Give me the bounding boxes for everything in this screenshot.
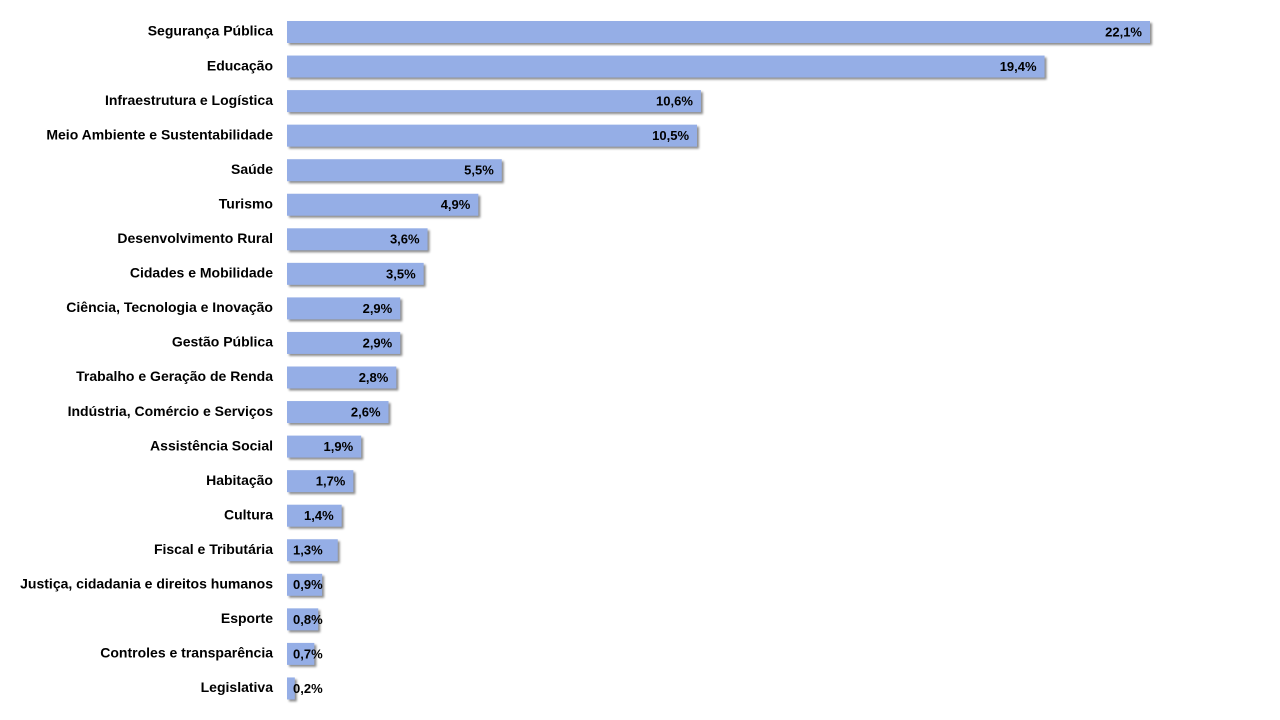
bar bbox=[287, 642, 315, 665]
category-label: Justiça, cidadania e direitos humanos bbox=[20, 576, 273, 592]
bar bbox=[287, 366, 397, 389]
value-label: 5,5% bbox=[464, 163, 494, 178]
category-label: Infraestrutura e Logística bbox=[105, 92, 273, 108]
bar bbox=[287, 401, 389, 424]
category-label: Assistência Social bbox=[150, 437, 273, 453]
bar bbox=[287, 55, 1045, 78]
value-label: 3,6% bbox=[390, 232, 420, 247]
category-label: Cidades e Mobilidade bbox=[130, 265, 273, 281]
bar bbox=[287, 539, 338, 562]
bar bbox=[287, 21, 1150, 43]
value-label: 0,2% bbox=[293, 681, 323, 696]
bar bbox=[287, 124, 698, 147]
value-label: 19,4% bbox=[1000, 59, 1037, 74]
category-label: Legislativa bbox=[201, 679, 274, 695]
bar bbox=[287, 159, 502, 182]
value-label: 2,9% bbox=[363, 301, 393, 316]
category-label: Gestão Pública bbox=[172, 334, 273, 350]
category-label: Desenvolvimento Rural bbox=[117, 230, 273, 246]
bar bbox=[287, 90, 701, 113]
value-label: 2,8% bbox=[359, 370, 389, 385]
value-label: 1,9% bbox=[324, 439, 354, 454]
category-label: Segurança Pública bbox=[148, 23, 273, 39]
category-label: Turismo bbox=[219, 195, 273, 211]
category-label: Trabalho e Geração de Renda bbox=[76, 368, 273, 384]
bar bbox=[287, 470, 354, 493]
value-label: 2,9% bbox=[363, 335, 393, 350]
category-label: Meio Ambiente e Sustentabilidade bbox=[46, 126, 273, 142]
bar bbox=[287, 262, 424, 285]
bar bbox=[287, 297, 401, 320]
category-label: Educação bbox=[207, 57, 273, 73]
value-label: 1,3% bbox=[293, 543, 323, 558]
value-label: 22,1% bbox=[1105, 24, 1142, 39]
value-label: 0,8% bbox=[293, 612, 323, 627]
bar bbox=[287, 228, 428, 251]
bar bbox=[287, 331, 401, 354]
bar bbox=[287, 193, 479, 216]
value-label: 3,5% bbox=[386, 266, 416, 281]
value-label: 1,7% bbox=[316, 474, 346, 489]
value-label: 0,9% bbox=[293, 577, 323, 592]
value-label: 10,5% bbox=[652, 128, 689, 143]
category-label: Fiscal e Tributária bbox=[154, 541, 273, 557]
category-label: Saúde bbox=[231, 161, 273, 177]
value-label: 0,7% bbox=[293, 646, 323, 661]
bar bbox=[287, 573, 323, 596]
bar bbox=[287, 608, 319, 631]
value-label: 2,6% bbox=[351, 404, 381, 419]
bar bbox=[287, 677, 295, 700]
bar bbox=[287, 435, 362, 458]
category-label: Controles e transparência bbox=[100, 645, 273, 661]
category-label: Ciência, Tecnologia e Inovação bbox=[66, 299, 273, 315]
value-label: 1,4% bbox=[304, 508, 334, 523]
category-label: Habitação bbox=[206, 472, 273, 488]
value-label: 10,6% bbox=[656, 94, 693, 109]
category-label: Indústria, Comércio e Serviços bbox=[68, 403, 274, 419]
bar bbox=[287, 504, 342, 527]
category-label: Cultura bbox=[224, 506, 273, 522]
category-label: Esporte bbox=[221, 610, 273, 626]
value-label: 4,9% bbox=[441, 197, 471, 212]
